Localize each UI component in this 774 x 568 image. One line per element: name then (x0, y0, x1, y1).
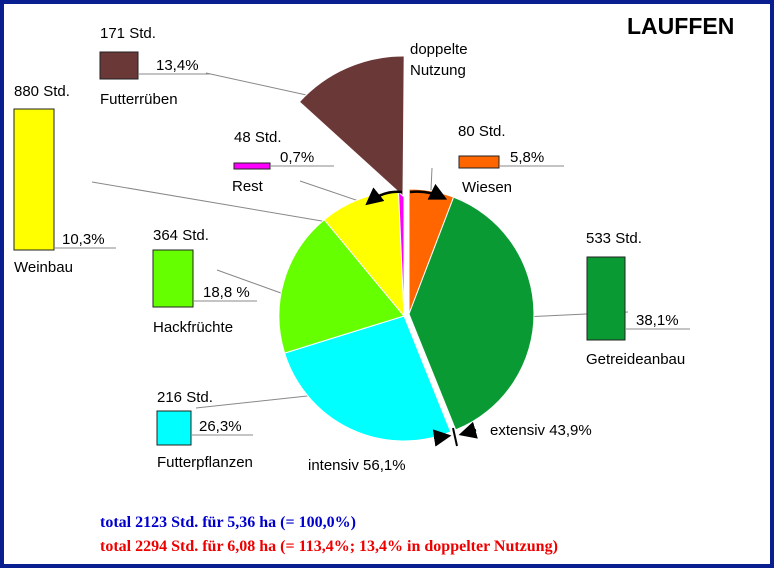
hours-getreideanbau: 533 Std. (586, 230, 642, 247)
slice-futterpflanzen (283, 315, 452, 442)
name-hackfruechte: Hackfrüchte (153, 319, 233, 336)
slice-double-use (298, 55, 405, 198)
double-use-label-line2: Nutzung (410, 62, 466, 79)
slice-hackfruechte (278, 218, 405, 354)
hours-rest: 48 Std. (234, 129, 282, 146)
bar-hackfruechte (152, 249, 194, 308)
total-line-2: total 2294 Std. für 6,08 ha (= 113,4%; 1… (100, 538, 558, 555)
name-rest: Rest (232, 178, 264, 195)
chart-title: LAUFFEN (627, 13, 734, 39)
bar-futterpflanzen (156, 410, 192, 446)
intensive-bracket (365, 187, 403, 206)
bar-getreideanbau (586, 256, 626, 341)
name-double-use: Futterrüben (100, 91, 178, 108)
hours-wiesen: 80 Std. (458, 123, 506, 140)
bottom-left-arrow (432, 429, 452, 447)
card-hackfruechte: 364 Std. 18,8 % Hackfrüchte (152, 227, 257, 336)
card-rest: 48 Std. 0,7% Rest (232, 129, 334, 195)
bar-wiesen (458, 155, 500, 169)
name-weinbau: Weinbau (14, 259, 73, 276)
percent-wiesen: 5,8% (510, 149, 544, 166)
leader-weinbau (91, 181, 364, 229)
name-wiesen: Wiesen (462, 179, 512, 196)
bar-double-use (99, 51, 139, 80)
name-futterpflanzen: Futterpflanzen (157, 454, 253, 471)
percent-hackfruechte: 18,8 % (203, 284, 250, 301)
card-wiesen: 80 Std.5,8% Wiesen (458, 123, 564, 196)
pie-slices (278, 55, 535, 442)
pie-chart: 80 Std.5,8% Wiesen 533 Std. 38,1% Getreidean… (13, 13, 734, 555)
bar-weinbau (13, 108, 55, 251)
extensive-label: extensiv 43,9% (490, 422, 592, 439)
percent-getreideanbau: 38,1% (636, 312, 679, 329)
card-weinbau: 880 Std. 10,3% Weinbau (13, 83, 116, 276)
bottom-separator-tick (452, 427, 458, 447)
percent-futterpflanzen: 26,3% (199, 418, 242, 435)
hours-weinbau: 880 Std. (14, 83, 70, 100)
name-getreideanbau: Getreideanbau (586, 351, 685, 368)
leader-double-use (205, 72, 321, 99)
percent-double-use: 13,4% (156, 57, 199, 74)
card-double-use: 171 Std.13,4% Futterrüben (99, 25, 210, 108)
bar-rest (233, 162, 271, 170)
intensive-label: intensiv 56,1% (308, 457, 406, 474)
hours-hackfruechte: 364 Std. (153, 227, 209, 244)
category-cards: 80 Std.5,8% Wiesen 533 Std. 38,1% Getreidean… (13, 25, 690, 471)
percent-weinbau: 10,3% (62, 231, 105, 248)
double-use-label-line1: doppelte (410, 41, 468, 58)
hours-futterpflanzen: 216 Std. (157, 389, 213, 406)
percent-rest: 0,7% (280, 149, 314, 166)
extensive-bracket (409, 183, 448, 200)
card-futterpflanzen: 216 Std. 26,3% Futterpflanzen (156, 389, 253, 471)
bottom-right-arrow (458, 421, 478, 439)
slice-getreideanbau (408, 196, 535, 431)
total-line-1: total 2123 Std. für 5,36 ha (= 100,0%) (100, 514, 356, 531)
bracket-arrows (365, 183, 478, 447)
hours-double-use: 171 Std. (100, 25, 156, 42)
card-getreideanbau: 533 Std. 38,1% Getreideanbau (586, 230, 690, 368)
